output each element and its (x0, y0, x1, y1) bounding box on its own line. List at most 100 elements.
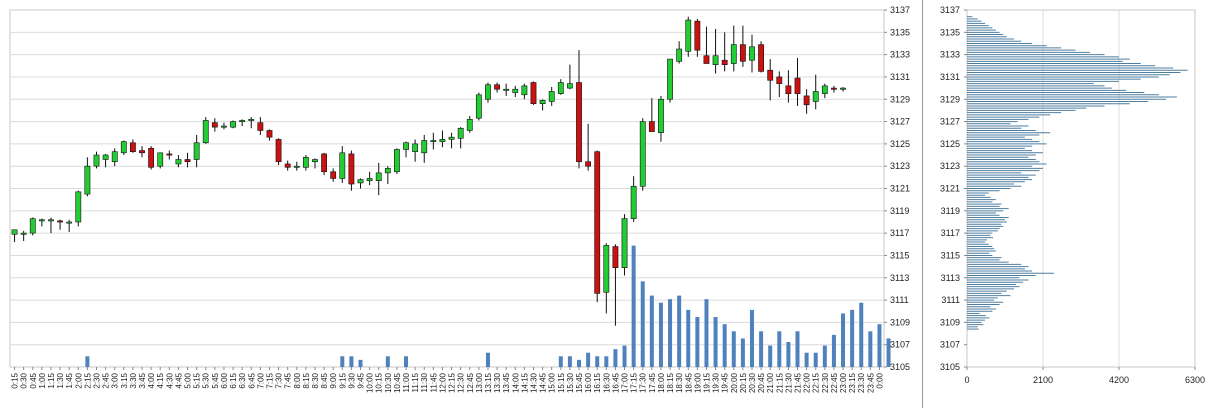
candle-body (366, 178, 373, 181)
x-tick-label: 3:15 (120, 372, 129, 388)
candle-body (676, 48, 683, 62)
x-tick-label: 10:15 (375, 372, 384, 393)
y-tick-label: 3115 (890, 250, 909, 260)
volume-bar (768, 345, 773, 367)
x-tick-label: 9:15 (338, 372, 347, 388)
candle-body (239, 120, 246, 122)
volume-bar (358, 359, 363, 367)
profile-y-tick-label: 3137 (940, 5, 960, 15)
x-tick-label: 1:00 (38, 372, 47, 388)
x-tick-label: 17:00 (621, 372, 630, 393)
volume-bar (722, 324, 727, 367)
x-tick-label: 12:30 (457, 372, 466, 393)
candle-body (312, 159, 318, 163)
profile-y-tick-label: 3113 (941, 273, 960, 283)
x-tick-label: 5:45 (211, 372, 220, 388)
x-tick-label: 4:30 (165, 372, 174, 388)
volume-bar (595, 356, 600, 367)
profile-y-tick-label: 3107 (940, 340, 960, 350)
x-tick-label: 21:15 (775, 372, 784, 393)
candle-body (831, 87, 837, 90)
candle-body (603, 245, 610, 293)
candle-body (685, 19, 692, 52)
profile-y-tick-label: 3123 (940, 161, 960, 171)
candle-body (594, 151, 601, 294)
candle-body (612, 246, 619, 269)
x-tick-label: 10:30 (384, 372, 393, 393)
profile-volume-axis: 0 2100 4200 6300 (964, 367, 1205, 385)
x-tick-label: 11:15 (411, 372, 420, 392)
candle-body (466, 119, 473, 131)
price-grid (10, 31, 884, 346)
x-tick-label: 13:00 (475, 372, 484, 393)
volume-bar (795, 331, 800, 367)
candle-body (384, 168, 391, 174)
x-tick-label: 16:15 (593, 372, 602, 393)
candle-body (211, 122, 218, 128)
x-tick-label: 4:15 (156, 372, 165, 388)
profile-bars (967, 16, 1188, 330)
candle-body (248, 119, 255, 121)
candle-body (175, 159, 182, 165)
volume-bar (777, 331, 782, 367)
x-tick-label: 3:45 (138, 372, 147, 388)
x-tick-label: 22:00 (803, 372, 812, 393)
candle-body (539, 100, 546, 105)
candle-body (102, 154, 109, 160)
x-tick-label: 15:15 (557, 372, 566, 393)
candle-body (257, 122, 264, 131)
volume-bar (586, 352, 591, 367)
y-tick-label: 3133 (890, 50, 910, 60)
y-tick-label: 3137 (890, 5, 910, 15)
candle-body (621, 218, 628, 269)
x-tick-label: 11:00 (402, 372, 411, 392)
candle-body (812, 91, 819, 102)
candle-body (84, 165, 91, 195)
profile-y-tick-label: 3121 (940, 184, 960, 194)
candle-body (585, 161, 592, 167)
volume-bar (877, 324, 882, 367)
volume-bar (668, 299, 673, 367)
volume-bar (759, 331, 764, 367)
candle-body (321, 153, 327, 173)
volume-bar (841, 313, 846, 367)
candle-body (193, 142, 200, 160)
x-tick-label: 4:00 (147, 372, 156, 388)
profile-x-tick-label: 2100 (1033, 375, 1053, 385)
x-tick-label: 10:00 (366, 372, 375, 393)
volume-bar (340, 356, 345, 367)
candle-body (230, 121, 236, 128)
profile-y-tick-label: 3105 (940, 362, 960, 372)
volume-bar (804, 352, 809, 367)
volume-bar (631, 245, 636, 367)
candle-body (339, 152, 346, 179)
candle-body (767, 69, 774, 81)
volume-bar (740, 338, 745, 367)
candle-body (302, 156, 309, 168)
x-tick-label: 16:00 (584, 372, 593, 393)
candle-body (439, 139, 446, 142)
candle-body (221, 125, 227, 128)
x-tick-label: 5:15 (193, 372, 202, 388)
x-tick-label: 7:15 (265, 372, 274, 388)
profile-y-tick-label: 3115 (941, 250, 960, 260)
volume-bar (822, 345, 827, 367)
profile-y-tick-label: 3111 (941, 295, 960, 305)
x-tick-label: 14:30 (529, 372, 538, 393)
candle-body (648, 121, 655, 132)
x-tick-label: 21:45 (794, 372, 803, 393)
candle-body (785, 85, 792, 94)
panel-divider (922, 0, 923, 408)
x-tick-label: 16:30 (602, 372, 611, 393)
y-tick-label: 3113 (890, 273, 909, 283)
x-tick-label: 15:45 (575, 372, 584, 393)
volume-bar (485, 352, 490, 367)
volume-bar (868, 331, 873, 367)
candle-body (202, 120, 209, 144)
volume-bar (831, 334, 836, 367)
volume-bar (567, 356, 572, 367)
candle-body (658, 98, 664, 134)
candle-body (567, 83, 573, 89)
profile-y-tick-label: 3131 (940, 72, 960, 82)
candle-body (794, 77, 801, 94)
